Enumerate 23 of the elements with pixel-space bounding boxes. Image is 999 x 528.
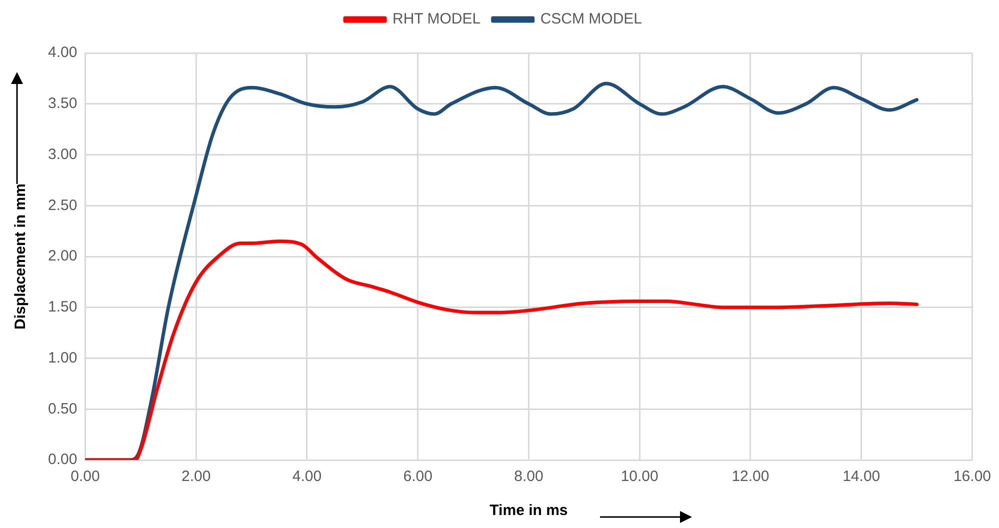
x-tick-label: 0.00 — [70, 468, 100, 486]
x-tick-label: 4.00 — [292, 468, 322, 486]
line-series — [85, 239, 919, 460]
y-axis-title: Displacement in mm — [12, 184, 30, 330]
y-tick-label: 3.00 — [48, 146, 78, 163]
y-tick-label: 0.50 — [48, 400, 78, 418]
x-tick-label: 8.00 — [514, 468, 544, 486]
legend-label: CSCM MODEL — [540, 10, 642, 28]
x-tick-label: 10.00 — [620, 468, 658, 486]
y-tick-label: 2.50 — [48, 196, 78, 214]
x-tick-label: 14.00 — [842, 468, 880, 486]
y-tick-label: 2.00 — [48, 248, 78, 265]
x-axis-title: Time in ms — [490, 502, 568, 520]
x-tick-label: 12.00 — [732, 468, 770, 486]
y-tick-label: 1.50 — [48, 298, 78, 316]
legend-label: RHT MODEL — [392, 10, 481, 28]
x-tick-label: 2.00 — [181, 468, 211, 486]
y-tick-label: 0.00 — [48, 451, 78, 468]
x-tick-label: 16.00 — [953, 468, 992, 486]
y-tick-label: 3.50 — [48, 95, 78, 112]
y-tick-label: 4.00 — [48, 44, 78, 62]
x-tick-label: 6.00 — [403, 468, 432, 486]
y-tick-label: 1.00 — [48, 349, 78, 366]
